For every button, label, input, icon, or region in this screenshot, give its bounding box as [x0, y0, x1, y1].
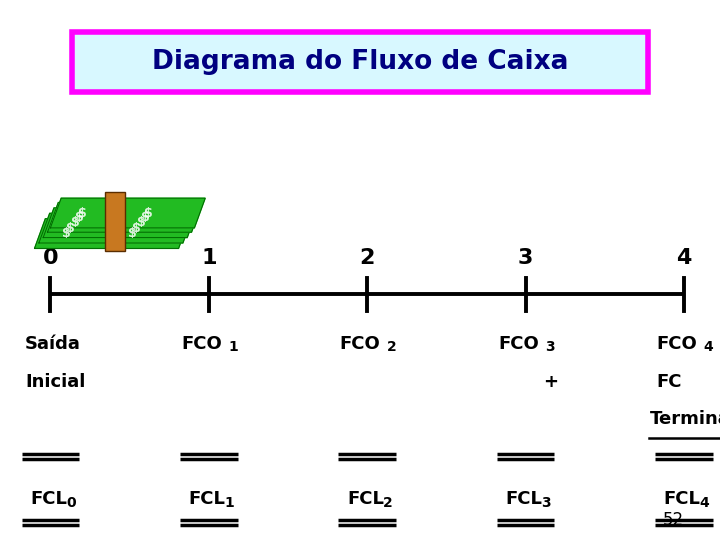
- Text: FCL: FCL: [347, 490, 384, 508]
- Text: $: $: [137, 216, 145, 229]
- Polygon shape: [50, 198, 205, 228]
- Text: 4: 4: [703, 340, 714, 354]
- Text: $: $: [62, 227, 71, 240]
- Text: 2: 2: [383, 496, 393, 510]
- Text: $: $: [132, 221, 141, 235]
- Text: 2: 2: [359, 248, 375, 268]
- Text: FCL: FCL: [664, 490, 701, 508]
- Text: FC: FC: [657, 373, 682, 390]
- Text: $: $: [141, 211, 150, 224]
- Text: Diagrama do Fluxo de Caixa: Diagrama do Fluxo de Caixa: [152, 49, 568, 75]
- Polygon shape: [35, 219, 189, 248]
- Text: $: $: [78, 206, 86, 220]
- Text: 1: 1: [228, 340, 238, 354]
- Text: FCL: FCL: [30, 490, 67, 508]
- Polygon shape: [39, 213, 194, 243]
- Text: 3: 3: [545, 340, 554, 354]
- Polygon shape: [48, 202, 202, 232]
- Text: FCO: FCO: [181, 335, 222, 353]
- Text: $: $: [144, 206, 153, 220]
- Text: 4: 4: [700, 496, 710, 510]
- Text: FCO: FCO: [657, 335, 698, 353]
- Text: FCO: FCO: [340, 335, 381, 353]
- Text: 1: 1: [225, 496, 235, 510]
- Polygon shape: [43, 208, 198, 238]
- Text: $: $: [75, 211, 84, 224]
- Text: 3: 3: [541, 496, 551, 510]
- Text: Saída: Saída: [25, 335, 81, 353]
- Text: Inicial: Inicial: [25, 373, 86, 390]
- Text: 3: 3: [518, 248, 534, 268]
- Text: $: $: [128, 227, 137, 240]
- Text: FCL: FCL: [189, 490, 225, 508]
- Text: Terminal: Terminal: [649, 410, 720, 428]
- Text: $: $: [66, 221, 75, 235]
- Text: $: $: [71, 216, 79, 229]
- Text: FCL: FCL: [505, 490, 542, 508]
- Text: 4: 4: [676, 248, 692, 268]
- Text: 0: 0: [66, 496, 76, 510]
- Text: 52: 52: [663, 511, 684, 529]
- Text: 1: 1: [201, 248, 217, 268]
- FancyBboxPatch shape: [105, 192, 125, 251]
- Text: 0: 0: [42, 248, 58, 268]
- Text: +: +: [544, 373, 559, 390]
- Text: 2: 2: [387, 340, 397, 354]
- Text: FCO: FCO: [498, 335, 539, 353]
- FancyBboxPatch shape: [72, 32, 648, 92]
